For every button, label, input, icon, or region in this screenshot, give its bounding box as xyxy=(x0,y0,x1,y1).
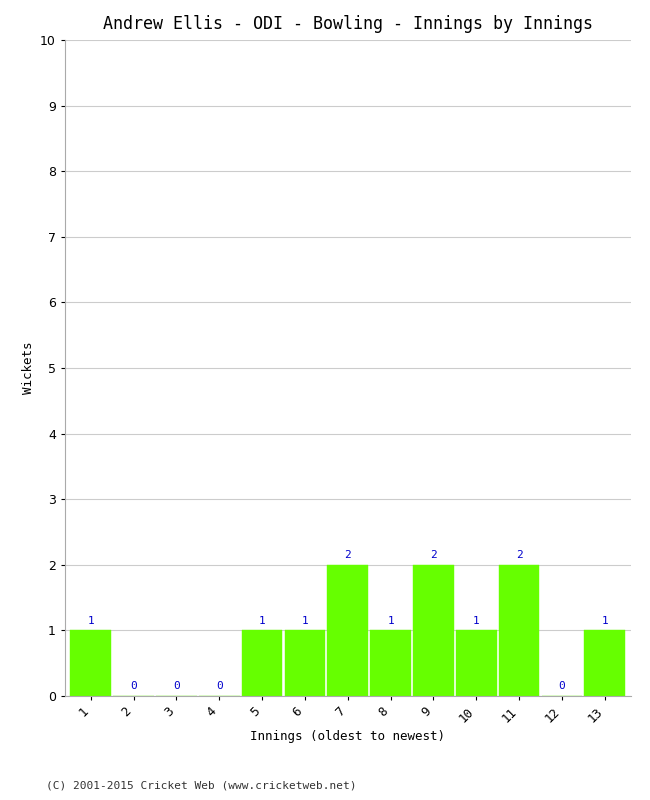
Text: 1: 1 xyxy=(387,616,394,626)
Text: 1: 1 xyxy=(601,616,608,626)
Text: 1: 1 xyxy=(302,616,308,626)
Bar xyxy=(499,565,540,696)
Text: 2: 2 xyxy=(515,550,523,560)
Bar xyxy=(456,630,497,696)
Text: 1: 1 xyxy=(473,616,480,626)
Bar xyxy=(370,630,411,696)
Title: Andrew Ellis - ODI - Bowling - Innings by Innings: Andrew Ellis - ODI - Bowling - Innings b… xyxy=(103,15,593,33)
Bar xyxy=(328,565,368,696)
Text: 1: 1 xyxy=(87,616,94,626)
Bar xyxy=(70,630,111,696)
Bar xyxy=(413,565,454,696)
Bar xyxy=(584,630,625,696)
Text: 0: 0 xyxy=(130,682,137,691)
Bar xyxy=(285,630,325,696)
Text: 0: 0 xyxy=(558,682,566,691)
Y-axis label: Wickets: Wickets xyxy=(21,342,34,394)
Text: 2: 2 xyxy=(430,550,437,560)
Text: 1: 1 xyxy=(259,616,265,626)
Text: 2: 2 xyxy=(344,550,351,560)
Text: 0: 0 xyxy=(216,682,222,691)
Text: 0: 0 xyxy=(173,682,180,691)
Text: (C) 2001-2015 Cricket Web (www.cricketweb.net): (C) 2001-2015 Cricket Web (www.cricketwe… xyxy=(46,780,356,790)
Bar xyxy=(242,630,282,696)
X-axis label: Innings (oldest to newest): Innings (oldest to newest) xyxy=(250,730,445,743)
